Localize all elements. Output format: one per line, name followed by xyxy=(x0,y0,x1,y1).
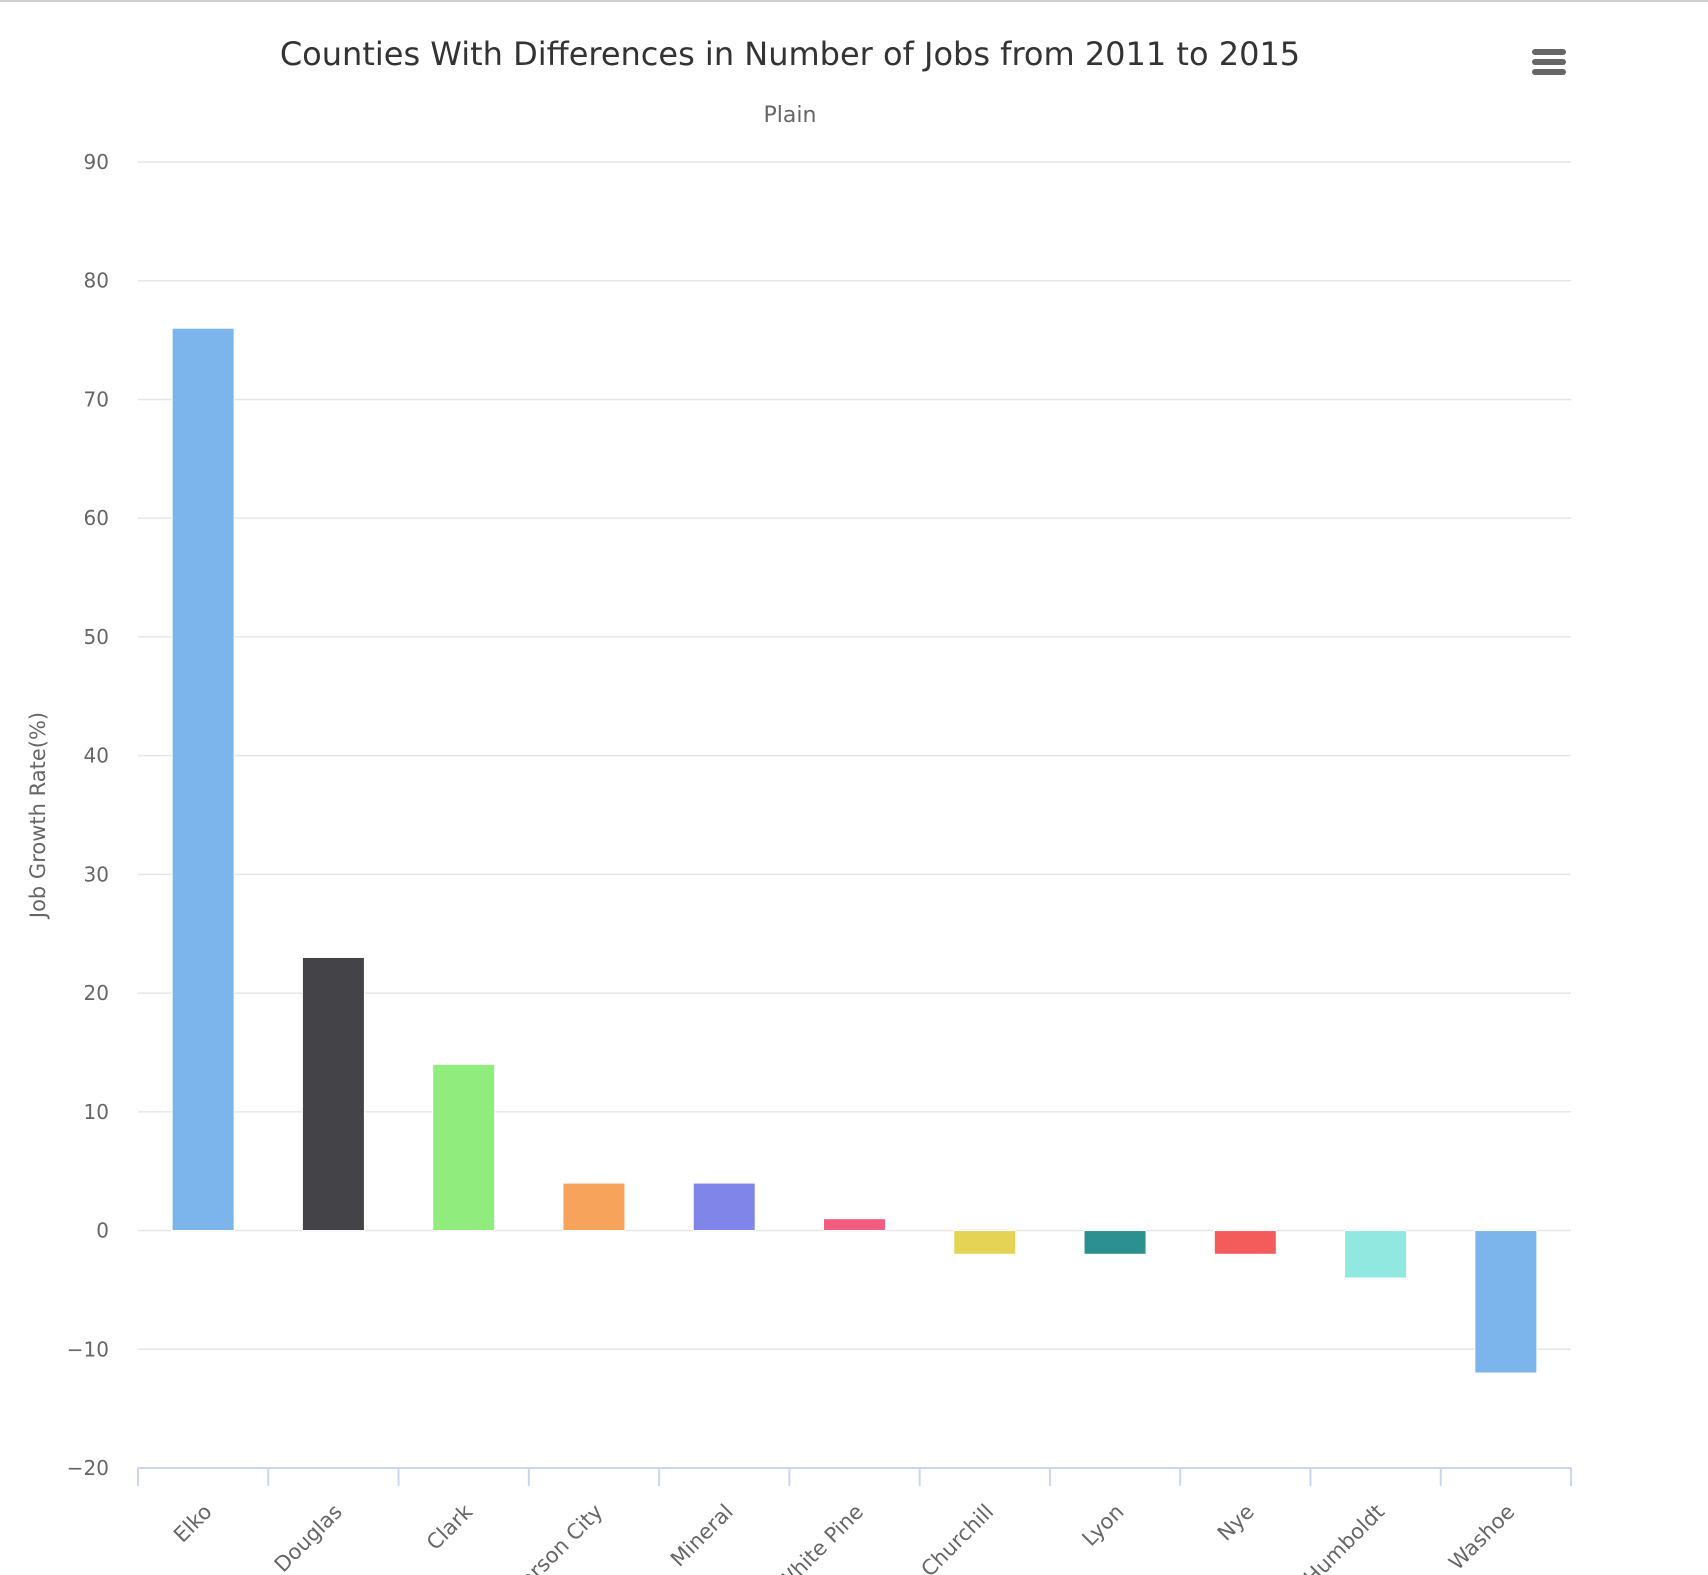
x-tick-label: Humboldt xyxy=(1299,1500,1389,1575)
bar[interactable] xyxy=(562,1182,626,1232)
y-tick-label: 20 xyxy=(84,981,109,1005)
y-tick-label: 80 xyxy=(84,269,109,293)
y-tick-label: −20 xyxy=(67,1456,109,1480)
y-tick-label: 90 xyxy=(84,150,109,174)
x-tick-label: Nye xyxy=(1213,1500,1259,1546)
x-tick-label: Lyon xyxy=(1077,1500,1128,1551)
grid-lines xyxy=(138,161,1571,1351)
bar[interactable] xyxy=(953,1230,1017,1255)
x-axis-ticks: Elko Douglas Clark Carson City Mineral White … xyxy=(169,1499,1519,1575)
x-tick-label: White Pine xyxy=(772,1500,868,1575)
y-axis-label: Job Growth Rate(%) xyxy=(26,712,50,920)
bar[interactable] xyxy=(1213,1230,1277,1255)
y-tick-label: −10 xyxy=(67,1337,109,1361)
bars xyxy=(171,327,1538,1374)
y-tick-label: 30 xyxy=(84,862,109,886)
top-border xyxy=(0,0,1708,2)
bar[interactable] xyxy=(1474,1230,1538,1374)
y-tick-label: 50 xyxy=(84,625,109,649)
y-tick-label: 10 xyxy=(84,1100,109,1124)
y-tick-label: 0 xyxy=(96,1219,109,1243)
x-tick-label: Washoe xyxy=(1444,1500,1519,1575)
bar[interactable] xyxy=(432,1063,496,1232)
y-tick-label: 60 xyxy=(84,506,109,530)
x-tick-label: Churchill xyxy=(916,1500,998,1575)
x-tick-label: Clark xyxy=(422,1499,478,1555)
y-tick-label: 40 xyxy=(84,744,109,768)
y-tick-label: 70 xyxy=(84,387,109,411)
hamburger-menu-icon xyxy=(1532,49,1566,75)
bar[interactable] xyxy=(823,1218,886,1232)
bar[interactable] xyxy=(1083,1230,1147,1255)
chart-title: Counties With Differences in Number of J… xyxy=(280,35,1300,73)
bar[interactable] xyxy=(171,327,235,1232)
x-tick-label: Elko xyxy=(169,1500,217,1548)
bar[interactable] xyxy=(1344,1230,1408,1279)
chart-menu-button[interactable] xyxy=(1520,35,1580,85)
x-tick-label: Carson City xyxy=(505,1500,608,1575)
bar[interactable] xyxy=(692,1182,756,1232)
x-tick-label: Mineral xyxy=(666,1500,738,1572)
x-tick-label: Douglas xyxy=(270,1500,347,1575)
x-axis xyxy=(137,1467,1572,1486)
chart-subtitle: Plain xyxy=(764,103,817,128)
y-axis-ticks: −20 −10 0 10 20 30 40 50 60 70 80 90 xyxy=(67,150,109,1480)
bar[interactable] xyxy=(301,956,365,1232)
